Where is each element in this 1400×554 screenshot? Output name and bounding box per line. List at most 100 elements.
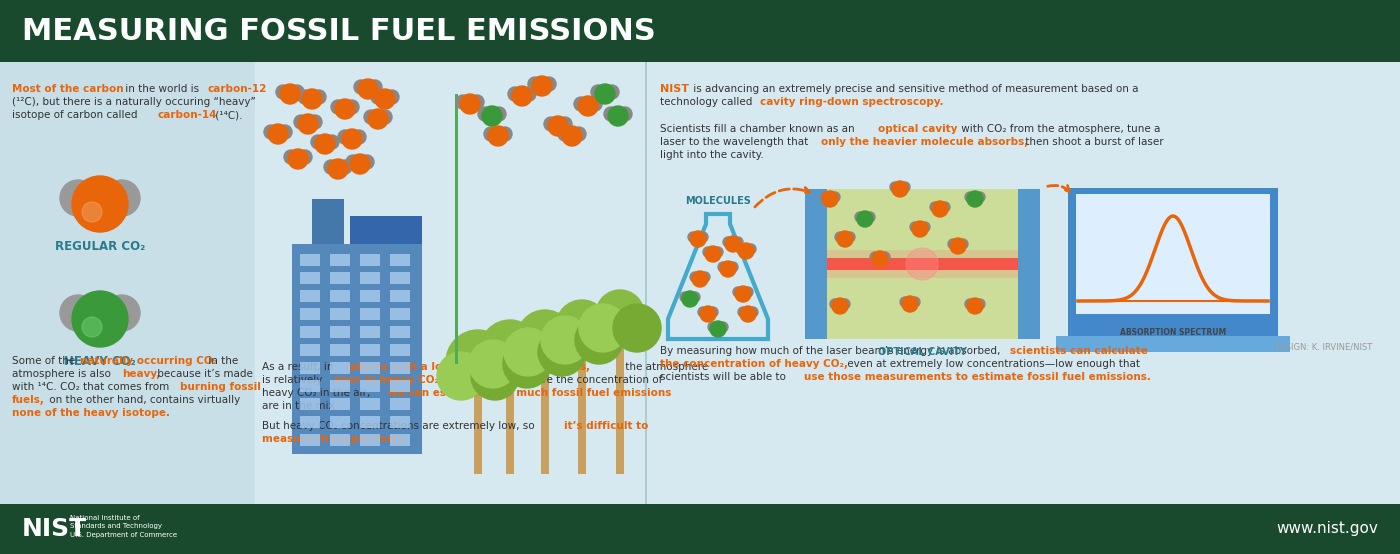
- Circle shape: [690, 272, 700, 282]
- Bar: [391, 326, 410, 338]
- Circle shape: [337, 130, 351, 144]
- Circle shape: [902, 296, 918, 312]
- Circle shape: [832, 298, 848, 314]
- Circle shape: [60, 180, 97, 216]
- Circle shape: [298, 90, 312, 104]
- Circle shape: [872, 251, 888, 267]
- Circle shape: [71, 176, 127, 232]
- Circle shape: [574, 97, 588, 111]
- Bar: [330, 362, 350, 374]
- Bar: [312, 199, 344, 244]
- Bar: [360, 326, 379, 338]
- Circle shape: [469, 340, 517, 388]
- Bar: [805, 189, 1040, 339]
- Bar: [505, 372, 514, 474]
- Bar: [455, 94, 458, 364]
- Circle shape: [368, 109, 388, 129]
- Circle shape: [547, 116, 568, 136]
- Circle shape: [703, 247, 713, 257]
- Bar: [391, 344, 410, 356]
- Bar: [0, 504, 1400, 554]
- Bar: [645, 62, 647, 504]
- Circle shape: [528, 77, 542, 91]
- Text: NIST: NIST: [659, 84, 689, 94]
- Text: MOLECULES: MOLECULES: [685, 196, 750, 206]
- Circle shape: [330, 100, 344, 114]
- Text: REGULAR CO₂: REGULAR CO₂: [55, 240, 146, 253]
- Bar: [391, 308, 410, 320]
- Circle shape: [545, 117, 559, 131]
- Circle shape: [368, 80, 382, 94]
- Circle shape: [561, 126, 582, 146]
- Text: in the world is: in the world is: [122, 84, 203, 94]
- Circle shape: [484, 127, 498, 141]
- Bar: [805, 189, 827, 339]
- Bar: [350, 216, 421, 244]
- Text: only the heavier molecule absorbs,: only the heavier molecule absorbs,: [820, 137, 1028, 147]
- Bar: [1077, 194, 1270, 314]
- Circle shape: [906, 248, 938, 280]
- Circle shape: [480, 320, 540, 380]
- Bar: [300, 254, 321, 266]
- Circle shape: [573, 127, 587, 141]
- Circle shape: [358, 79, 378, 99]
- Circle shape: [974, 299, 986, 309]
- Circle shape: [508, 87, 522, 101]
- Bar: [300, 398, 321, 410]
- Text: fuels,: fuels,: [13, 395, 45, 405]
- Circle shape: [687, 232, 699, 242]
- Circle shape: [315, 134, 335, 154]
- Text: Most of the carbon: Most of the carbon: [13, 84, 123, 94]
- Circle shape: [503, 340, 552, 388]
- Circle shape: [700, 272, 710, 282]
- Circle shape: [930, 202, 939, 212]
- Circle shape: [738, 243, 755, 259]
- Circle shape: [965, 299, 974, 309]
- Circle shape: [699, 232, 708, 242]
- Bar: [300, 416, 321, 428]
- Circle shape: [294, 115, 308, 129]
- Circle shape: [512, 86, 532, 106]
- Circle shape: [83, 202, 102, 222]
- Circle shape: [967, 191, 983, 207]
- Circle shape: [974, 192, 986, 202]
- Bar: [578, 348, 587, 474]
- Circle shape: [588, 97, 602, 111]
- Text: with CO₂ from the atmosphere, tune a: with CO₂ from the atmosphere, tune a: [958, 124, 1161, 134]
- Circle shape: [890, 182, 900, 192]
- Bar: [360, 434, 379, 446]
- Circle shape: [335, 99, 356, 119]
- Text: HEAVY CO₂: HEAVY CO₂: [64, 355, 136, 368]
- Text: the concentration of heavy CO₂,: the concentration of heavy CO₂,: [659, 359, 848, 369]
- Circle shape: [920, 222, 930, 232]
- Circle shape: [312, 90, 326, 104]
- Circle shape: [741, 306, 756, 322]
- Text: is advancing an extremely precise and sensitive method of measurement based on a: is advancing an extremely precise and se…: [690, 84, 1138, 94]
- Circle shape: [323, 160, 337, 174]
- Circle shape: [578, 96, 598, 116]
- Circle shape: [477, 107, 491, 121]
- Bar: [391, 380, 410, 392]
- Bar: [391, 362, 410, 374]
- Circle shape: [104, 295, 140, 331]
- Text: places with a lot of fossil fuel emissions,: places with a lot of fossil fuel emissio…: [350, 362, 589, 372]
- Circle shape: [728, 262, 738, 272]
- Circle shape: [559, 117, 573, 131]
- Bar: [391, 398, 410, 410]
- Circle shape: [939, 202, 951, 212]
- Circle shape: [869, 252, 881, 262]
- Circle shape: [482, 106, 503, 126]
- Circle shape: [456, 95, 470, 109]
- Circle shape: [265, 125, 279, 139]
- Circle shape: [830, 299, 840, 309]
- Circle shape: [700, 306, 715, 322]
- Circle shape: [892, 181, 909, 197]
- Text: even at extremely low concentrations—low enough that: even at extremely low concentrations—low…: [844, 359, 1140, 369]
- Circle shape: [491, 107, 505, 121]
- Bar: [330, 326, 350, 338]
- Circle shape: [344, 100, 358, 114]
- Circle shape: [699, 307, 708, 317]
- Bar: [391, 434, 410, 446]
- Circle shape: [595, 84, 615, 104]
- Circle shape: [298, 114, 318, 134]
